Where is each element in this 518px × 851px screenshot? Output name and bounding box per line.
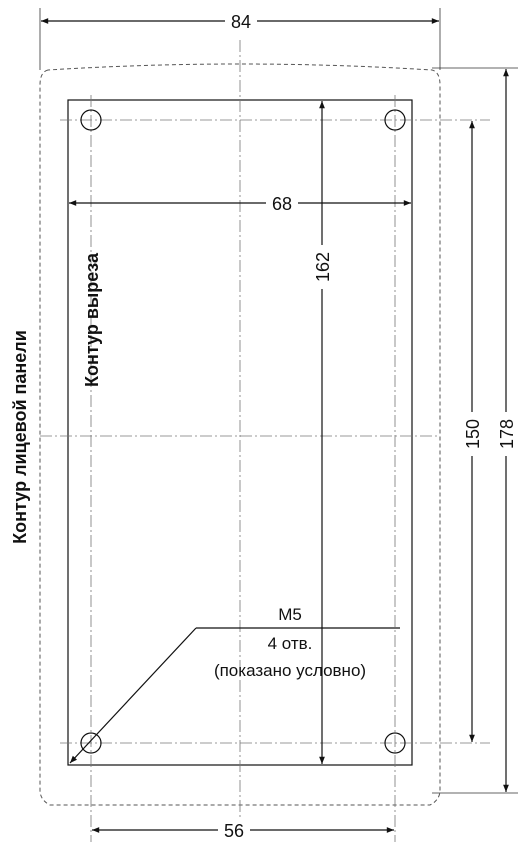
mounting-hole-top-left [80,109,102,131]
dim-162-label: 162 [313,252,333,282]
note-thread: M5 [278,605,302,624]
note-leader-diagonal [69,627,197,764]
cutout-outline-label: Контур выреза [82,252,102,387]
mounting-hole-bottom-left [80,732,102,754]
note-holes: 4 отв. [268,634,313,653]
mounting-hole-top-right [384,109,406,131]
dim-56-label: 56 [224,821,244,841]
dim-150-label: 150 [463,419,483,449]
panel-outline-label: Контур лицевой панели [10,330,30,544]
panel-outline [39,63,441,806]
dim-84-label: 84 [231,12,251,32]
mounting-hole-bottom-right [384,732,406,754]
dim-68-label: 68 [272,194,292,214]
dim-178-label: 178 [497,419,517,449]
note-remark: (показано условно) [214,661,366,680]
